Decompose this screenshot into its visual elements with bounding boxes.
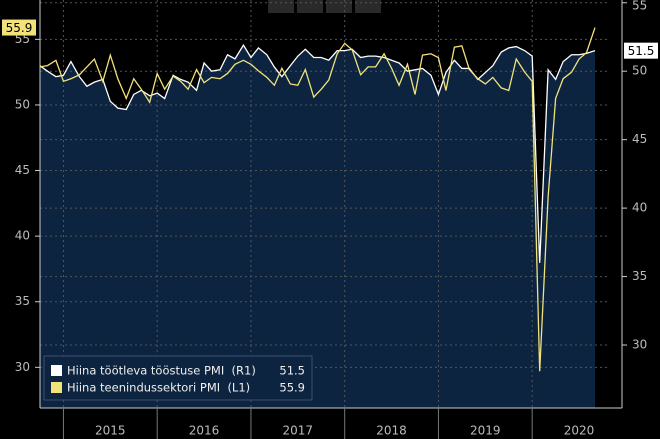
legend: Hiina töötleva tööstuse PMI (R1) 51.5 Hiin… [43,355,313,401]
last-value-tag [2,19,36,36]
y2-tick-label: 50 [632,64,647,78]
series-line [39,27,596,372]
y2-tick-label: 55 [632,0,647,13]
legend-swatch [51,382,62,393]
legend-swatch [51,365,62,376]
tool-button[interactable] [355,0,381,13]
legend-value: 51.5 [279,364,305,378]
legend-label: Hiina teenindussektori PMI (L1) [67,381,250,395]
area [40,45,595,408]
legend-value: 55.9 [279,381,305,395]
x-tick-label: 2019 [470,424,501,438]
y2-tick-label: 40 [632,201,647,215]
x-tick-label: 2020 [564,424,595,438]
last-value-label: 51.5 [628,44,655,58]
tool-button[interactable] [326,0,352,13]
last-value-label: 55.9 [6,21,33,35]
y-tick-label: 50 [15,97,30,111]
toolbar[interactable] [268,0,381,13]
x-tick-label: 2018 [376,424,407,438]
last-value-tag [624,42,658,59]
legend-box [43,355,313,401]
y-tick-label: 45 [15,163,30,177]
x-tick-label: 2017 [283,424,314,438]
legend-label: Hiina töötleva tööstuse PMI (R1) [67,364,256,378]
series-line [39,43,596,263]
y-tick-label: 40 [15,229,30,243]
y2-tick-label: 30 [632,338,647,352]
y2-tick-label: 35 [632,269,647,283]
tool-button[interactable] [268,0,294,13]
x-tick-label: 2015 [95,424,126,438]
y2-tick-label: 45 [632,132,647,146]
y-tick-label: 30 [15,360,30,374]
x-tick-label: 2016 [189,424,220,438]
y-tick-label: 35 [15,294,30,308]
tool-button[interactable] [297,0,323,13]
